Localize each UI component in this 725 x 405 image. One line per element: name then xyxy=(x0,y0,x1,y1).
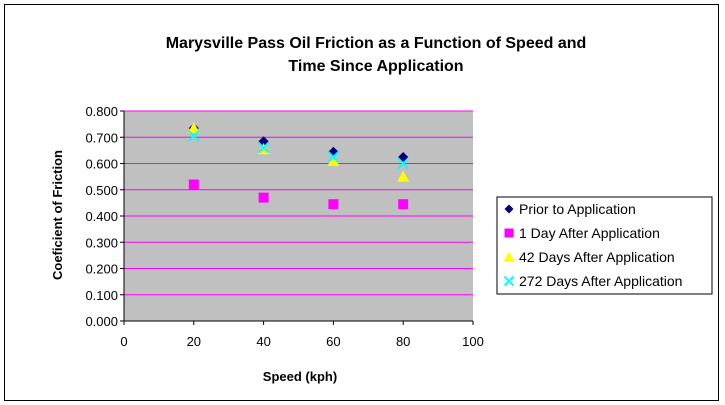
legend-box xyxy=(496,196,713,295)
y-tick-label: 0.800 xyxy=(85,104,118,119)
data-point-series-4 xyxy=(397,157,409,170)
data-point-series-2 xyxy=(188,179,199,190)
legend-entry-label: 42 Days After Application xyxy=(519,249,675,265)
legend: Prior to Application 1 Day After Applicat… xyxy=(496,196,713,295)
y-tick-label: 0.300 xyxy=(85,235,118,250)
data-point-series-1 xyxy=(258,136,269,147)
x-tick-label: 100 xyxy=(462,334,484,349)
legend-entry-label: Prior to Application xyxy=(519,201,636,217)
data-point-series-3 xyxy=(397,170,410,182)
axes xyxy=(120,110,474,325)
legend-marker xyxy=(503,275,515,287)
legend-entry-label: 1 Day After Application xyxy=(519,225,660,241)
legend-marker xyxy=(504,228,514,238)
x-tick-label: 40 xyxy=(256,334,270,349)
y-tick-label: 0.700 xyxy=(85,130,118,145)
x-tick-label: 80 xyxy=(396,334,410,349)
y-tick-label: 0.600 xyxy=(85,157,118,172)
y-tick-label: 0.500 xyxy=(85,183,118,198)
x-tick-label: 20 xyxy=(187,334,201,349)
y-axis-label: Coeficient of Friction xyxy=(50,150,65,280)
data-point-series-4 xyxy=(327,151,340,163)
legend-entry-label: 272 Days After Application xyxy=(519,273,682,289)
data-point-series-3 xyxy=(327,154,340,166)
y-tick-label: 0.400 xyxy=(85,209,118,224)
legend-marker xyxy=(504,204,514,214)
x-axis-label: Speed (kph) xyxy=(263,369,337,384)
data-point-series-3 xyxy=(187,122,200,134)
data-point-series-4 xyxy=(188,130,200,142)
y-tick-label: 0.100 xyxy=(85,288,118,303)
y-tick-label: 0.200 xyxy=(85,262,118,277)
y-tick-label: 0.000 xyxy=(85,314,118,329)
tick-labels: 0.000 0.100 0.200 0.300 0.400 0.500 0.600 0.700… xyxy=(85,104,483,349)
chart-title-line-2: Time Since Application xyxy=(288,58,463,75)
gridlines xyxy=(124,110,473,296)
x-tick-label: 0 xyxy=(120,334,127,349)
chart-title-line-1: Marysville Pass Oil Friction as a Functi… xyxy=(166,35,587,52)
data-point-series-2 xyxy=(258,192,269,203)
data-point-series-1 xyxy=(398,151,409,162)
legend-marker xyxy=(503,251,515,262)
data-point-series-2 xyxy=(398,199,409,210)
data-point-series-4 xyxy=(257,142,270,154)
data-point-series-2 xyxy=(328,199,339,210)
x-tick-label: 60 xyxy=(326,334,340,349)
data-points xyxy=(187,122,410,210)
